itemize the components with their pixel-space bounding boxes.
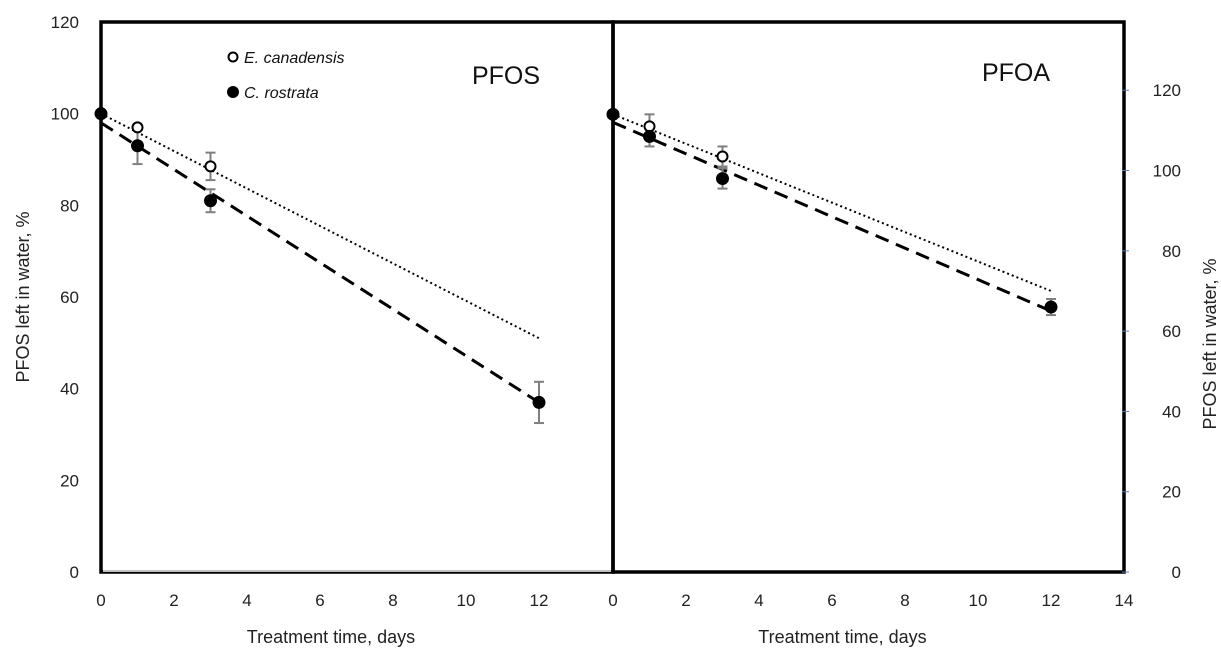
x-tick-label: 6 [315,591,324,610]
x-tick-label: 2 [681,591,690,610]
panel-title: PFOA [982,59,1050,87]
data-point-layer [94,107,1058,409]
trendline-c-rostrata [612,120,1052,313]
data-point-c-rostrata [131,139,144,153]
y-tick-label: 0 [70,563,79,582]
legend-label-e-canadensis: E. canadensis [244,50,345,67]
panel-title: PFOS [472,62,540,90]
legend: E. canadensis C. rostrata [227,50,345,102]
error-bar-layer [132,113,1056,425]
legend-marker-c-rostrata [227,86,239,98]
x-axis-label: Treatment time, days [247,627,415,647]
data-point-e-canadensis [716,150,729,163]
y-axis-label: PFOS left in water, % [13,211,33,382]
plot-frame-0 [99,20,615,574]
data-point-c-rostrata [204,194,217,208]
trendline-layer [100,112,1052,404]
x-tick-label: 4 [242,591,251,610]
x-tick-label: 8 [900,591,909,610]
y-tick-label: 40 [1162,402,1181,421]
trendline-e-canadensis [100,112,540,340]
y-tick-label: 20 [60,471,79,490]
data-point-c-rostrata [94,107,108,121]
data-point-c-rostrata [606,107,620,121]
x-tick-label: 8 [388,591,397,610]
x-tick-label: 14 [1115,591,1134,610]
x-tick-label: 12 [530,591,549,610]
y-tick-label: 40 [60,380,79,399]
x-axis-label: Treatment time, days [758,627,926,647]
data-point-c-rostrata [532,395,546,409]
y-axis-label: PFOS left in water, % [1200,258,1220,429]
plot-frame-1 [611,20,1126,574]
trendline-e-canadensis [612,113,1052,292]
data-point-c-rostrata [1044,300,1058,314]
y-tick-label: 60 [1162,322,1181,341]
x-tick-label: 10 [457,591,476,610]
x-tick-label: 12 [1042,591,1061,610]
y-tick-label: 120 [1153,81,1181,100]
data-point-e-canadensis [204,160,217,173]
y-tick-label: 0 [1172,563,1181,582]
y-tick-label: 120 [51,13,79,32]
legend-label-c-rostrata: C. rostrata [244,85,319,102]
data-point-e-canadensis [131,121,144,134]
x-tick-label: 2 [169,591,178,610]
y-tick-label: 20 [1162,483,1181,502]
trendline-c-rostrata [100,121,540,404]
data-point-e-canadensis [643,120,656,133]
data-point-c-rostrata [716,172,729,186]
data-point-c-rostrata [643,129,656,143]
x-tick-label: 4 [754,591,763,610]
x-tick-label: 0 [608,591,617,610]
x-tick-label: 6 [827,591,836,610]
y-tick-label: 80 [60,196,79,215]
x-tick-label: 0 [96,591,105,610]
y-tick-label: 100 [1153,162,1181,181]
y-tick-label: 80 [1162,242,1181,261]
y-tick-label: 60 [60,288,79,307]
x-tick-label: 10 [969,591,988,610]
chart-frame-layer [99,20,1129,574]
legend-marker-e-canadensis [227,51,239,63]
y-tick-label: 100 [51,105,79,124]
